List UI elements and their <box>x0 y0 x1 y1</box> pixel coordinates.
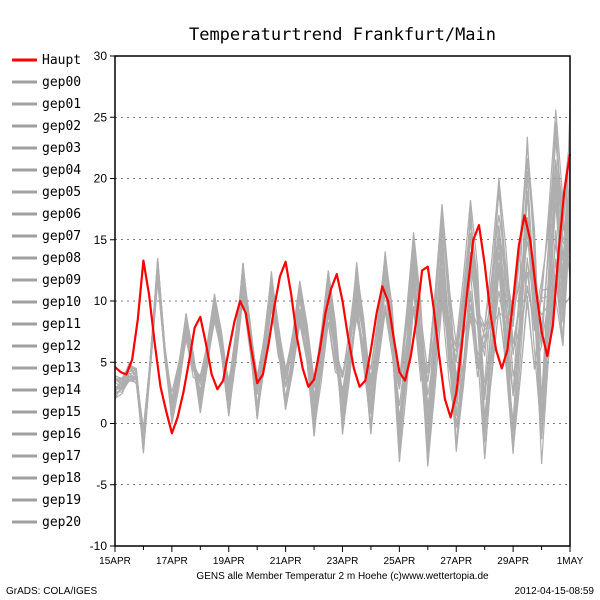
y-tick-label: 30 <box>94 49 108 63</box>
legend-label: gep14 <box>42 383 81 398</box>
x-tick-label: 17APR <box>156 556 188 567</box>
y-tick-label: 20 <box>94 172 108 186</box>
legend-label: Haupt <box>42 53 81 68</box>
chart-title: Temperaturtrend Frankfurt/Main <box>189 25 496 45</box>
legend-label: gep18 <box>42 471 81 486</box>
y-tick-label: 15 <box>94 233 108 247</box>
legend-label: gep17 <box>42 449 81 464</box>
y-tick-label: -10 <box>90 539 108 553</box>
x-tick-label: 21APR <box>270 556 302 567</box>
y-tick-label: 25 <box>94 110 108 124</box>
legend-label: gep16 <box>42 427 81 442</box>
legend-label: gep03 <box>42 141 81 156</box>
y-tick-label: 0 <box>100 417 107 431</box>
legend-label: gep04 <box>42 163 81 178</box>
x-tick-label: 23APR <box>327 556 359 567</box>
y-tick-label: 5 <box>100 355 107 369</box>
legend-label: gep08 <box>42 251 81 266</box>
x-tick-label: 27APR <box>440 556 472 567</box>
legend-label: gep02 <box>42 119 81 134</box>
legend-label: gep20 <box>42 515 81 530</box>
legend-label: gep13 <box>42 361 81 376</box>
legend-label: gep19 <box>42 493 81 508</box>
y-tick-label: -5 <box>96 478 107 492</box>
chart-subtitle: GENS alle Member Temperatur 2 m Hoehe (c… <box>196 571 489 582</box>
x-tick-label: 19APR <box>213 556 245 567</box>
temperature-chart: Temperaturtrend Frankfurt/Main -10 -5 0 5 10 1… <box>0 0 600 600</box>
legend-label: gep09 <box>42 273 81 288</box>
legend-label: gep07 <box>42 229 81 244</box>
legend-label: gep06 <box>42 207 81 222</box>
legend-label: gep12 <box>42 339 81 354</box>
x-tick-label: 15APR <box>99 556 131 567</box>
x-tick-label: 25APR <box>384 556 416 567</box>
y-tick-label: 10 <box>94 294 108 308</box>
legend-label: gep01 <box>42 97 81 112</box>
legend-label: gep00 <box>42 75 81 90</box>
legend-label: gep05 <box>42 185 81 200</box>
credit-left: GrADS: COLA/IGES <box>6 586 97 597</box>
legend-label: gep15 <box>42 405 81 420</box>
x-tick-label: 29APR <box>497 556 529 567</box>
credit-right: 2012-04-15-08:59 <box>514 586 594 597</box>
legend-label: gep11 <box>42 317 81 332</box>
x-tick-label: 1MAY <box>557 556 584 567</box>
legend-label: gep10 <box>42 295 81 310</box>
